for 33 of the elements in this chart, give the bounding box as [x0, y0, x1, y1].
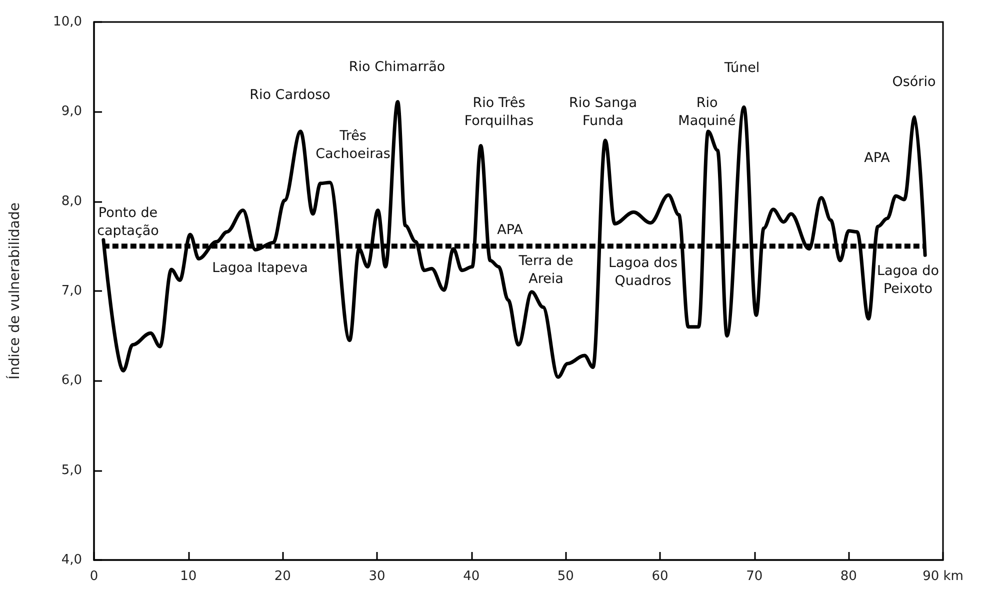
annotation: Rio Maquiné [678, 95, 736, 129]
annotation: Ponto de captação [97, 205, 159, 239]
x-tick-label: 20 [274, 569, 291, 584]
annotation: APA [864, 150, 891, 166]
y-tick-label: 7,0 [61, 284, 82, 298]
annotation: Três Cachoeiras [316, 128, 390, 162]
x-tick-label: 70 [746, 569, 763, 584]
x-tick-label: 0 [90, 569, 98, 584]
annotation: Rio Três Forquilhas [464, 95, 534, 129]
x-tick-label: 10 [180, 569, 197, 584]
x-tick-label: 30 [368, 569, 386, 584]
annotation: Lagoa dos Quadros [608, 255, 678, 289]
y-tick-label: 4,0 [61, 552, 82, 568]
y-tick-label: 10,0 [53, 14, 82, 30]
y-tick-label: 6,0 [61, 373, 82, 388]
y-tick-label: 8,0 [61, 194, 82, 209]
annotation: Osório [892, 74, 936, 90]
annotation: Rio Cardoso [250, 87, 330, 103]
annotation: Túnel [723, 60, 760, 76]
x-tick-label: 60 [652, 569, 668, 584]
annotation: Terra de Areia [518, 253, 574, 287]
y-tick-label: 5,0 [61, 462, 82, 478]
annotation: APA [497, 222, 524, 238]
annotation: Lagoa do Peixoto [876, 263, 940, 297]
x-tick-label: 50 [557, 569, 574, 584]
annotation: Rio Sanga Funda [569, 95, 637, 129]
annotation: Lagoa Itapeva [212, 260, 308, 276]
y-tick-label: 9,0 [61, 104, 82, 120]
annotation: Rio Chimarrão [348, 59, 446, 75]
y-axis-title: Índice de vulnerabilidade [6, 202, 23, 380]
x-tick-label: 90 km [922, 569, 964, 584]
x-tick-label: 40 [463, 569, 480, 584]
x-tick-label: 80 [840, 569, 857, 584]
